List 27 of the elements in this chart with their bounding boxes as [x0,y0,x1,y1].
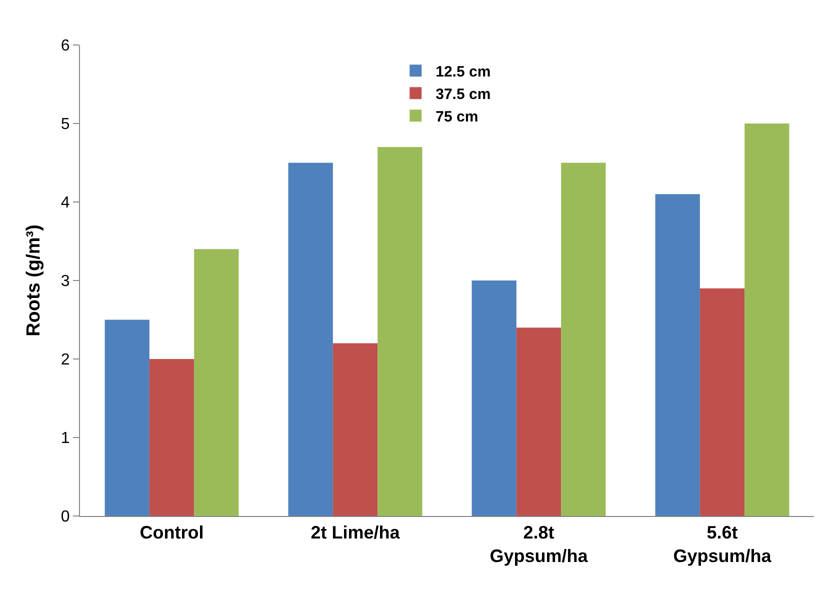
bar [104,320,150,516]
legend-label: 75 cm [436,108,478,126]
y-tick-label: 1 [60,430,70,448]
x-tick-label: 2t Lime/ha [310,522,401,543]
bar [744,124,790,516]
y-axis-title: Roots (g/m³) [24,224,45,336]
x-tick-label: 5.6t Gypsum/ha [673,522,772,566]
bar [378,147,422,516]
bar [332,343,378,516]
bar [194,249,239,516]
x-tick-label: 2.8t Gypsum/ha [490,522,589,566]
y-tick-label: 2 [60,352,70,369]
y-tick-label: 4 [60,194,70,212]
bar [700,288,745,516]
bar [472,280,516,516]
bar [561,162,606,516]
x-tick-label: Control [140,522,204,543]
bar [149,359,194,516]
legend-label: 37.5 cm [436,86,491,104]
bar [655,194,700,516]
legend-label: 12.5 cm [436,64,491,81]
y-tick-label: 6 [60,38,70,55]
y-tick-label: 3 [60,273,70,290]
y-tick-label: 0 [60,508,70,526]
bar [516,328,562,516]
y-tick-label: 5 [60,116,70,134]
bar [288,162,333,516]
